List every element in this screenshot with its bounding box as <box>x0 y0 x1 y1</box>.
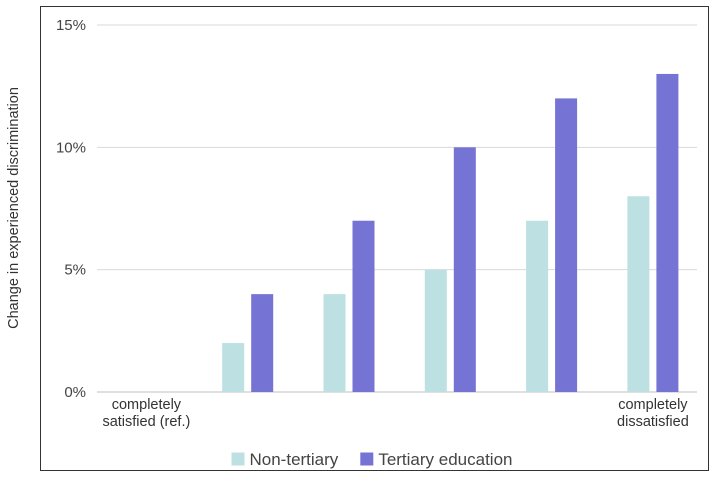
x-tick-label: completely satisfied (ref.) <box>102 397 190 430</box>
bar-tertiary-education <box>555 98 578 393</box>
legend-label-non-tertiary: Non-tertiary <box>250 450 339 469</box>
y-tick-label: 15% <box>56 17 86 34</box>
y-tick-label: 0% <box>64 384 86 401</box>
legend-label-tertiary-education: Tertiary education <box>378 450 512 469</box>
y-axis-title: Change in experienced discrimination <box>6 87 22 329</box>
x-tick-label-line: completely <box>618 397 688 413</box>
legend: Non-tertiary Tertiary education <box>231 450 513 469</box>
bar-tertiary-education <box>453 147 476 392</box>
bar-non-tertiary <box>627 196 650 392</box>
bar-non-tertiary <box>222 343 245 392</box>
y-tick-label: 10% <box>56 139 86 156</box>
chart-frame <box>40 6 709 471</box>
x-tick-label: completely dissatisfied <box>617 397 689 430</box>
bar-tertiary-education <box>251 294 274 392</box>
bar-non-tertiary <box>323 294 346 392</box>
bar-tertiary-education <box>352 220 375 392</box>
x-tick-label-line: completely <box>112 397 182 413</box>
bar-non-tertiary <box>526 220 549 392</box>
x-tick-label-line: satisfied (ref.) <box>102 414 190 430</box>
bar-non-tertiary <box>424 269 447 392</box>
legend-swatch-tertiary-education <box>360 452 374 466</box>
bar-tertiary-education <box>656 73 679 392</box>
x-tick-label-line: dissatisfied <box>617 414 689 430</box>
legend-swatch-non-tertiary <box>231 452 245 466</box>
y-tick-label: 5% <box>64 262 86 279</box>
